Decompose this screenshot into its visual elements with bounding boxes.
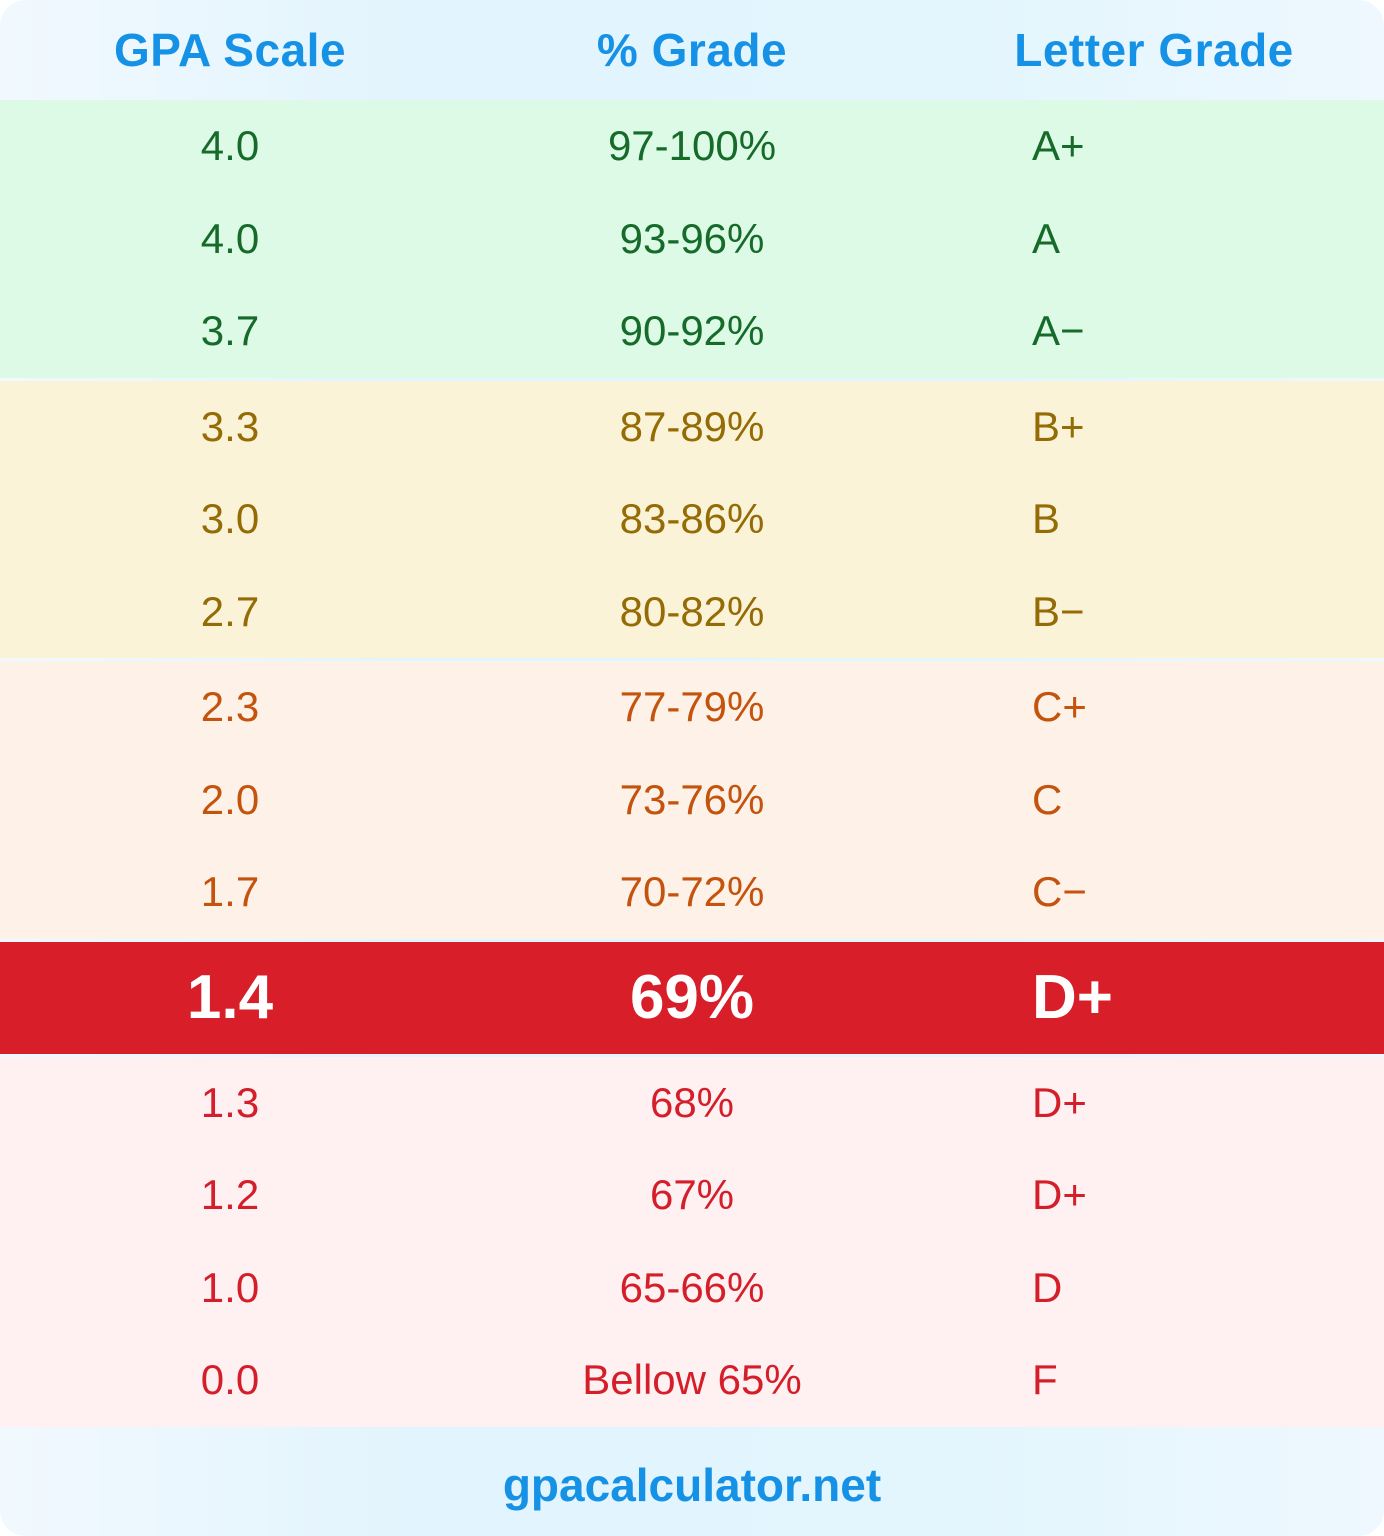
table-header: GPA Scale % Grade Letter Grade [0,0,1384,100]
percent-cell: 77-79% [619,683,765,731]
table-row: 2.7 80-82% B− [0,566,1384,659]
table-row: 3.0 83-86% B [0,473,1384,566]
highlight-letter: D+ [1032,963,1113,1032]
table-row: 4.0 93-96% A [0,193,1384,286]
table-row: 1.3 68% D+ [0,1057,1384,1150]
gpa-cell: 1.0 [200,1263,260,1311]
highlight-gpa: 1.4 [186,963,274,1032]
table-row: 0.0 Bellow 65% F [0,1334,1384,1427]
percent-cell: 73-76% [619,775,765,823]
table-row: 4.0 97-100% A+ [0,100,1384,193]
letter-cell: C− [1032,868,1087,916]
footer-site-link[interactable]: gpacalculator.net [502,1458,882,1511]
table-row: 3.3 87-89% B+ [0,381,1384,474]
percent-cell: 70-72% [619,868,765,916]
gpa-cell: 3.3 [200,402,260,450]
table-row: 1.7 70-72% C− [0,846,1384,939]
percent-cell: 97-100% [607,122,777,170]
percent-cell: 90-92% [619,307,765,355]
letter-cell: F [1032,1356,1058,1404]
letter-cell: B− [1032,587,1085,635]
grade-group-d-f: 1.3 68% D+ 1.2 67% D+ 1.0 65-66% D 0.0 B… [0,1056,1384,1427]
letter-cell: D+ [1032,1078,1087,1126]
gpa-cell: 4.0 [200,122,260,170]
gpa-cell: 3.7 [200,307,260,355]
table-row: 2.3 77-79% C+ [0,661,1384,754]
letter-cell: C [1032,775,1063,823]
header-percent-grade: % Grade [596,24,788,76]
gpa-cell: 1.2 [200,1171,260,1219]
percent-cell: 80-82% [619,587,765,635]
gpa-cell: 4.0 [200,214,260,262]
table-row: 1.2 67% D+ [0,1149,1384,1242]
letter-cell: D+ [1032,1171,1087,1219]
gpa-cell: 1.7 [200,868,260,916]
letter-cell: C+ [1032,683,1087,731]
percent-cell: 83-86% [619,495,765,543]
gpa-cell: 1.3 [200,1078,260,1126]
grade-group-b: 3.3 87-89% B+ 3.0 83-86% B 2.7 80-82% B− [0,380,1384,659]
grade-group-c: 2.3 77-79% C+ 2.0 73-76% C 1.7 70-72% C− [0,661,1384,939]
letter-cell: B [1032,495,1061,543]
gpa-cell: 2.3 [200,683,260,731]
header-gpa-scale: GPA Scale [113,24,347,76]
letter-cell: D [1032,1263,1063,1311]
highlighted-row: 1.4 69% D+ [0,941,1384,1054]
letter-cell: A+ [1032,122,1085,170]
header-letter-grade: Letter Grade [1014,24,1294,76]
gpa-cell: 0.0 [200,1356,260,1404]
letter-cell: A− [1032,307,1085,355]
table-row: 2.0 73-76% C [0,754,1384,847]
percent-cell: 87-89% [619,402,765,450]
table-row: 1.0 65-66% D [0,1242,1384,1335]
letter-cell: B+ [1032,402,1085,450]
percent-cell: 68% [649,1078,735,1126]
grade-group-a: 4.0 97-100% A+ 4.0 93-96% A 3.7 90-92% A… [0,100,1384,378]
percent-cell: 67% [649,1171,735,1219]
percent-cell: 65-66% [619,1263,765,1311]
percent-cell: 93-96% [619,214,765,262]
gpa-cell: 3.0 [200,495,260,543]
table-row: 3.7 90-92% A− [0,285,1384,378]
gpa-cell: 2.7 [200,587,260,635]
percent-cell: Bellow 65% [582,1356,802,1404]
gpa-cell: 2.0 [200,775,260,823]
highlight-percent: 69% [629,963,755,1032]
letter-cell: A [1032,214,1061,262]
